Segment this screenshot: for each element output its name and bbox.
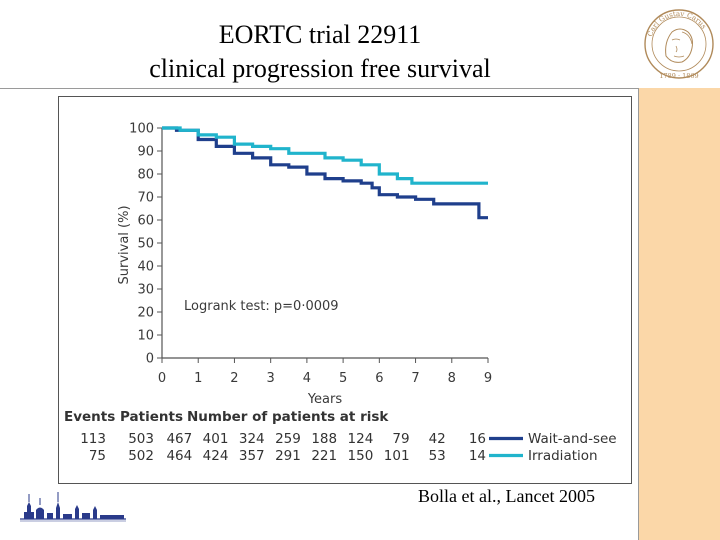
y-tick-label: 10 [137, 329, 154, 344]
y-tick-label: 70 [137, 191, 154, 206]
risk-cell: 259 [275, 431, 301, 447]
legend-label: Irradiation [528, 448, 598, 464]
y-tick-label: 20 [137, 306, 154, 321]
y-tick-label: 60 [137, 214, 154, 229]
risk-table-header-patients: Patients [120, 409, 183, 425]
x-tick-label: 4 [303, 371, 311, 386]
carus-seal-logo: Carl Gustav Carus 1789 · 1869 [644, 9, 714, 80]
risk-cell: 291 [275, 448, 301, 464]
slide-title-line-1: EORTC trial 22911 [218, 20, 422, 49]
survival-chart: 0 10 20 30 40 50 60 70 80 90 100 0 1 2 3 4 5 6 7 8 9 Years Sur… [64, 122, 617, 465]
risk-table-header-at-risk: Number of patients at risk [187, 409, 389, 425]
y-tick-label: 30 [137, 283, 154, 298]
sidebar-rule [638, 88, 639, 540]
risk-cell: 221 [311, 448, 337, 464]
risk-cell: 424 [203, 448, 229, 464]
x-tick-label: 3 [267, 371, 275, 386]
risk-cell: 467 [166, 431, 192, 447]
risk-cell: 101 [384, 448, 410, 464]
y-tick-label: 90 [137, 145, 154, 160]
risk-row-patients: 503 [128, 431, 154, 447]
seal-years-text: 1789 · 1869 [659, 72, 698, 80]
risk-cell: 42 [429, 431, 446, 447]
risk-cell: 16 [469, 431, 486, 447]
risk-cell: 188 [311, 431, 337, 447]
y-tick-label: 100 [129, 122, 154, 137]
y-axis-label: Survival (%) [117, 205, 132, 284]
x-axis-label: Years [307, 392, 343, 407]
risk-cell: 53 [429, 448, 446, 464]
y-tick-label: 80 [137, 168, 154, 183]
risk-cell: 124 [348, 431, 374, 447]
legend-label: Wait-and-see [528, 431, 617, 447]
x-tick-label: 0 [158, 371, 166, 386]
logrank-annotation: Logrank test: p=0·0009 [184, 299, 339, 314]
series-line-wait-and-see [162, 126, 488, 220]
y-tick-label: 40 [137, 260, 154, 275]
risk-cell: 401 [203, 431, 229, 447]
y-tick-label: 50 [137, 237, 154, 252]
header-rule [0, 88, 640, 89]
y-tick-label: 0 [146, 352, 154, 367]
x-tick-label: 2 [230, 371, 238, 386]
risk-cell: 79 [392, 431, 409, 447]
slide-title-line-2: clinical progression free survival [149, 54, 491, 83]
risk-cell: 464 [166, 448, 192, 464]
risk-table-header-events: Events [64, 409, 115, 425]
x-tick-label: 6 [375, 371, 383, 386]
series-line-irradiation [162, 126, 488, 185]
risk-row-patients: 502 [128, 448, 154, 464]
risk-cell: 150 [348, 448, 374, 464]
x-tick-label: 5 [339, 371, 347, 386]
risk-cell: 14 [469, 448, 486, 464]
x-tick-label: 9 [484, 371, 492, 386]
x-tick-label: 1 [194, 371, 202, 386]
risk-cell: 324 [239, 431, 265, 447]
risk-row-events: 75 [89, 448, 106, 464]
x-tick-label: 7 [411, 371, 419, 386]
risk-row-events: 113 [80, 431, 106, 447]
citation: Bolla et al., Lancet 2005 [418, 486, 595, 506]
accent-strip [639, 88, 720, 540]
dresden-skyline-logo [20, 492, 126, 522]
x-tick-label: 8 [448, 371, 456, 386]
seal-name-text: Carl Gustav Carus [646, 10, 708, 38]
risk-cell: 357 [239, 448, 265, 464]
